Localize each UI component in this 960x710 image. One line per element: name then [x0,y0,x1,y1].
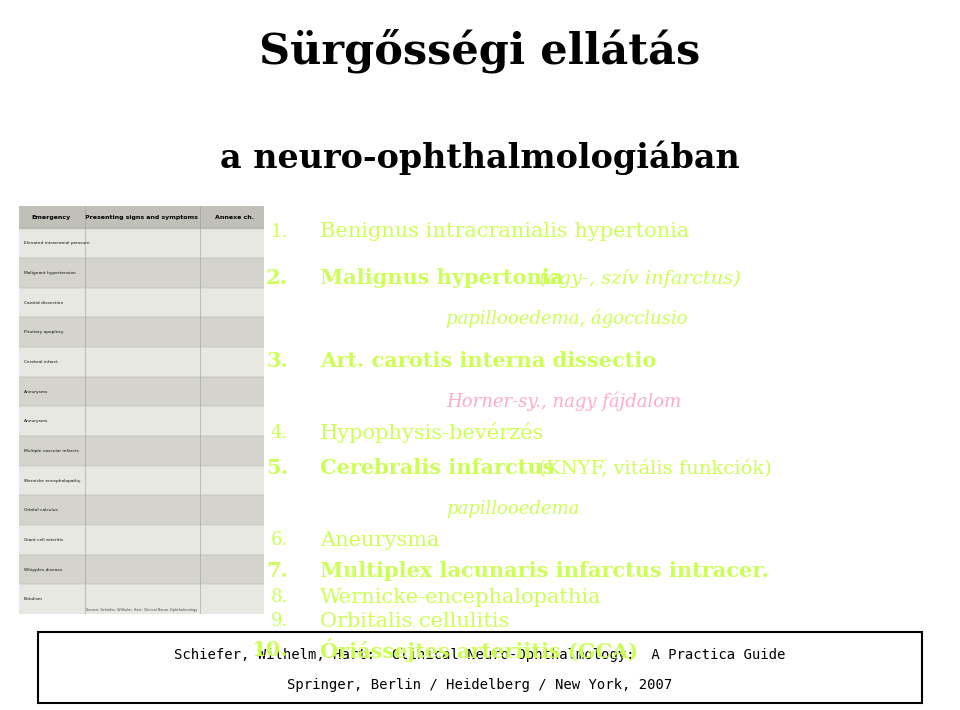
Text: 4.: 4. [271,424,288,442]
Text: 1.: 1. [271,223,288,241]
Text: papillooedema, ágocclusio: papillooedema, ágocclusio [446,309,688,328]
Text: Wernicke-encephalopathia: Wernicke-encephalopathia [320,588,601,607]
Bar [19,377,264,406]
Text: (agy-, szív infarctus): (agy-, szív infarctus) [533,269,740,288]
Text: 3.: 3. [266,351,288,371]
Text: a neuro-ophthalmologiában: a neuro-ophthalmologiában [220,141,740,175]
Bar [19,436,264,466]
Text: Aneurysms: Aneurysms [24,419,48,423]
Text: 10.: 10. [252,640,288,660]
Text: Giant cell arteritis: Giant cell arteritis [24,538,63,542]
Bar [19,347,264,377]
Text: Botulism: Botulism [24,597,43,601]
Text: Emergency: Emergency [32,215,71,220]
Text: Source: Schiefer, Wilhelm, Hart: Clinical Neuro-Ophthalmology: Source: Schiefer, Wilhelm, Hart: Clinica… [85,608,198,612]
Text: Multiplex lacunaris infarctus intracer.: Multiplex lacunaris infarctus intracer. [320,561,768,581]
Text: 8.: 8. [271,589,288,606]
Text: 5.: 5. [266,459,288,479]
Text: Malignant hypertension: Malignant hypertension [24,271,76,275]
Text: Aneurysms: Aneurysms [24,390,48,393]
Text: Whipples disease: Whipples disease [24,567,62,572]
Text: 2.: 2. [266,268,288,288]
Text: Orbitalis cellulitis: Orbitalis cellulitis [320,612,509,631]
Text: 7.: 7. [266,561,288,581]
Text: Óriássejtes arteriitis (GCA): Óriássejtes arteriitis (GCA) [320,638,637,662]
Bar [19,288,264,317]
Text: papillooedema: papillooedema [446,500,580,518]
Bar [19,206,264,229]
Text: Cerebral infarct: Cerebral infarct [24,360,58,364]
Bar [19,584,264,614]
Text: Pituitary apoplexy: Pituitary apoplexy [24,330,63,334]
Bar [19,525,264,555]
Text: Annexe ch.: Annexe ch. [215,215,254,220]
Bar [19,555,264,584]
Text: Carotid dissection: Carotid dissection [24,300,63,305]
Text: Horner-sy., nagy fájdalom: Horner-sy., nagy fájdalom [446,391,682,410]
Text: Hypophysis-bevérzés: Hypophysis-bevérzés [320,422,544,443]
Text: Springer, Berlin / Heidelberg / New York, 2007: Springer, Berlin / Heidelberg / New York… [287,678,673,692]
Text: Malignus hypertonia: Malignus hypertonia [320,268,563,288]
FancyBboxPatch shape [38,632,922,703]
Text: Wernicke encephalopathy: Wernicke encephalopathy [24,479,81,483]
Text: Benignus intracranialis hypertonia: Benignus intracranialis hypertonia [320,222,689,241]
Text: Schiefer, Wilhelm, Hart:  Clinical Neuro-Ophthalmology:  A Practica Guide: Schiefer, Wilhelm, Hart: Clinical Neuro-… [175,648,785,662]
Text: Sürgősségi ellátás: Sürgősségi ellátás [259,28,701,73]
Bar [19,258,264,288]
Text: Cerebralis infarctus: Cerebralis infarctus [320,459,554,479]
Bar [19,229,264,258]
Text: Aneurysma: Aneurysma [320,531,439,550]
Text: Orbital calculus: Orbital calculus [24,508,58,513]
Text: 9.: 9. [271,613,288,630]
Text: Multiple vascular infarcts: Multiple vascular infarcts [24,449,79,453]
Bar [19,317,264,347]
Text: Elevated intracranial pressure: Elevated intracranial pressure [24,241,89,245]
Bar [19,406,264,436]
Text: Art. carotis interna dissectio: Art. carotis interna dissectio [320,351,656,371]
Text: 6.: 6. [271,531,288,550]
Text: Presenting signs and symptoms: Presenting signs and symptoms [85,215,198,220]
Text: (KNYF, vitális funkciók): (KNYF, vitális funkciók) [526,459,772,478]
Bar [19,466,264,496]
Bar [19,496,264,525]
